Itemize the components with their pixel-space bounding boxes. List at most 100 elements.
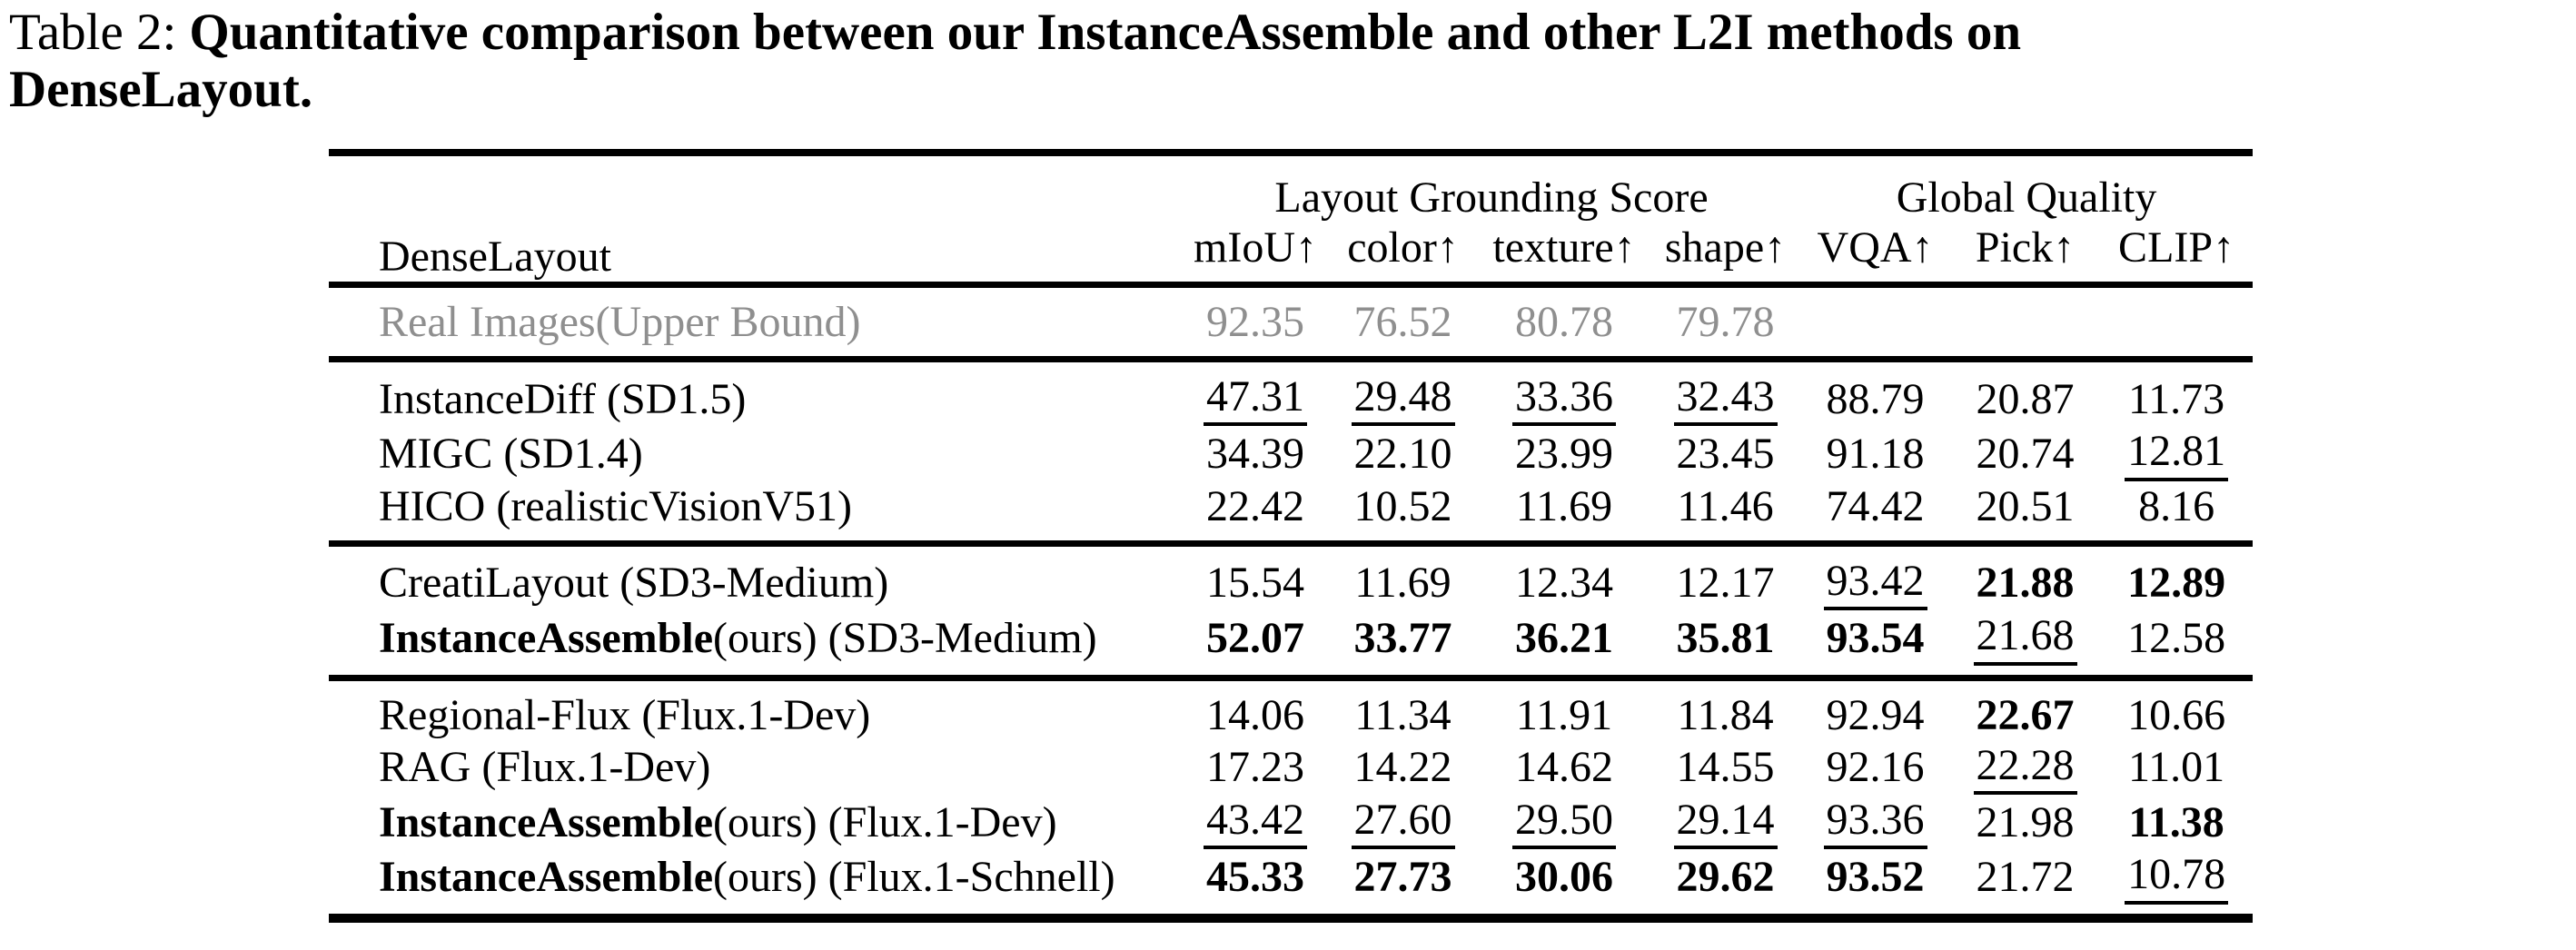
- value-text: 20.87: [1976, 374, 2075, 423]
- value-cell: 92.94: [1800, 678, 1950, 740]
- value-text: 10.66: [2127, 690, 2226, 739]
- value-cell: 93.54: [1800, 610, 1950, 678]
- table-caption: Table 2: Quantitative comparison between …: [0, 0, 2576, 118]
- table-row: RAG (Flux.1-Dev) 17.23 14.22 14.62 14.55 92.1…: [329, 740, 2253, 795]
- value-cell: 14.06: [1183, 678, 1328, 740]
- value-cell: 20.87: [1950, 360, 2100, 427]
- value-text: 29.50: [1512, 797, 1616, 850]
- table-section-3: Regional-Flux (Flux.1-Dev) 14.06 11.34 11.9…: [329, 678, 2254, 918]
- value-cell: 22.42: [1183, 481, 1328, 544]
- value-text: 22.10: [1353, 430, 1452, 479]
- value-text: 11.84: [1677, 690, 1774, 739]
- value-cell: 12.81: [2100, 426, 2253, 481]
- method-name-cell: HICO (realisticVisionV51): [379, 481, 853, 530]
- table-row: InstanceAssemble(ours) (Flux.1-Schnell) 4…: [329, 849, 2253, 917]
- value-text: 12.34: [1515, 559, 1613, 608]
- value-cell: 76.52: [1328, 285, 1478, 360]
- value-cell: 11.34: [1328, 678, 1478, 740]
- value-text: 29.62: [1676, 853, 1775, 902]
- value-cell: 11.69: [1328, 543, 1478, 610]
- value-text: 91.18: [1826, 430, 1925, 479]
- value-cell: 22.10: [1328, 426, 1478, 480]
- value-text: 36.21: [1515, 613, 1613, 662]
- value-text: 17.23: [1206, 743, 1304, 792]
- col-header-clip: CLIP↑: [2118, 223, 2235, 272]
- value-cell: 11.73: [2100, 360, 2253, 427]
- value-text: 21.72: [1976, 853, 2075, 902]
- value-text: 12.58: [2127, 613, 2226, 662]
- value-text: 29.48: [1351, 373, 1455, 427]
- value-cell: 11.38: [2100, 795, 2253, 849]
- method-name-bold: InstanceAssemble: [379, 797, 713, 846]
- value-text: 22.67: [1976, 690, 2075, 739]
- value-cell: 11.46: [1650, 481, 1800, 544]
- value-cell: 27.73: [1328, 849, 1478, 917]
- value-cell: [1950, 285, 2100, 360]
- value-text: 15.54: [1206, 559, 1304, 608]
- value-text: 27.60: [1351, 797, 1455, 850]
- value-text: 11.46: [1677, 481, 1774, 530]
- col-header-pick: Pick↑: [1975, 223, 2076, 272]
- value-cell: 21.88: [1950, 543, 2100, 610]
- col-header-color: color↑: [1347, 223, 1459, 272]
- value-text: 11.69: [1354, 559, 1451, 608]
- table-row: InstanceDiff (SD1.5) 47.31 29.48 33.36 32.43…: [329, 360, 2253, 427]
- value-text: 14.55: [1676, 743, 1775, 792]
- value-text: 23.99: [1515, 430, 1613, 479]
- value-cell: 11.69: [1478, 481, 1650, 544]
- value-text: 12.89: [2127, 559, 2226, 608]
- value-cell: 29.48: [1328, 360, 1478, 427]
- value-text: 21.88: [1976, 559, 2075, 608]
- table-row: InstanceAssemble(ours) (Flux.1-Dev) 43.42…: [329, 795, 2253, 850]
- value-text: 93.54: [1826, 613, 1925, 662]
- value-text: 32.43: [1673, 373, 1778, 427]
- value-text: 30.06: [1515, 853, 1613, 902]
- caption-text-line2: DenseLayout.: [9, 61, 313, 118]
- method-name-cell: RAG (Flux.1-Dev): [379, 743, 711, 792]
- table-row: CreatiLayout (SD3-Medium) 15.54 11.69 12.34…: [329, 543, 2253, 611]
- dataset-header: DenseLayout: [379, 233, 611, 281]
- method-name-bold: InstanceAssemble: [379, 853, 713, 902]
- table-row: HICO (realisticVisionV51) 22.42 10.52 11.69…: [329, 481, 2253, 544]
- value-text: 11.01: [2127, 743, 2225, 792]
- value-cell: 23.45: [1650, 426, 1800, 480]
- value-text: 45.33: [1206, 853, 1304, 902]
- value-cell: 92.16: [1800, 740, 1950, 795]
- value-text: 33.77: [1353, 613, 1452, 662]
- caption-text-line1: Quantitative comparison between our Inst…: [189, 4, 2022, 61]
- table-row: InstanceAssemble(ours) (SD3-Medium) 52.07…: [329, 610, 2253, 678]
- value-cell: 11.91: [1478, 678, 1650, 740]
- value-cell: 10.52: [1328, 481, 1478, 544]
- value-cell: 14.62: [1478, 740, 1650, 795]
- value-text: 11.69: [1515, 481, 1613, 530]
- value-cell: 21.68: [1950, 610, 2100, 678]
- value-text: 88.79: [1826, 374, 1925, 423]
- value-text: 92.94: [1826, 690, 1925, 739]
- table-section-2: CreatiLayout (SD3-Medium) 15.54 11.69 12.34…: [329, 543, 2254, 678]
- col-header-texture: texture↑: [1492, 223, 1636, 272]
- method-name-cell: MIGC (SD1.4): [379, 430, 643, 479]
- value-text: 92.35: [1206, 298, 1304, 346]
- value-cell: 21.72: [1950, 849, 2100, 917]
- value-cell: 12.58: [2100, 610, 2253, 678]
- method-name-bold: InstanceAssemble: [379, 613, 713, 662]
- caption-label: Table 2:: [9, 4, 177, 61]
- value-cell: 22.67: [1950, 678, 2100, 740]
- method-name-cell: InstanceDiff (SD1.5): [379, 374, 747, 423]
- value-cell: 27.60: [1328, 795, 1478, 850]
- value-cell: 23.99: [1478, 426, 1650, 480]
- value-text: 47.31: [1204, 373, 1307, 427]
- value-text: 93.36: [1823, 797, 1927, 850]
- value-cell: 33.36: [1478, 360, 1650, 427]
- value-text: 92.16: [1826, 743, 1925, 792]
- value-text: 76.52: [1353, 298, 1452, 346]
- value-text: 93.52: [1826, 853, 1925, 902]
- value-text: 23.45: [1676, 430, 1775, 479]
- table-header: DenseLayout Layout Grounding Score Globa…: [329, 153, 2254, 285]
- value-text: 14.22: [1353, 743, 1452, 792]
- value-cell: 93.52: [1800, 849, 1950, 917]
- value-cell: 92.35: [1183, 285, 1328, 360]
- value-cell: 29.14: [1650, 795, 1800, 850]
- value-cell: 20.51: [1950, 481, 2100, 544]
- table-section-1: InstanceDiff (SD1.5) 47.31 29.48 33.36 32.43…: [329, 359, 2254, 544]
